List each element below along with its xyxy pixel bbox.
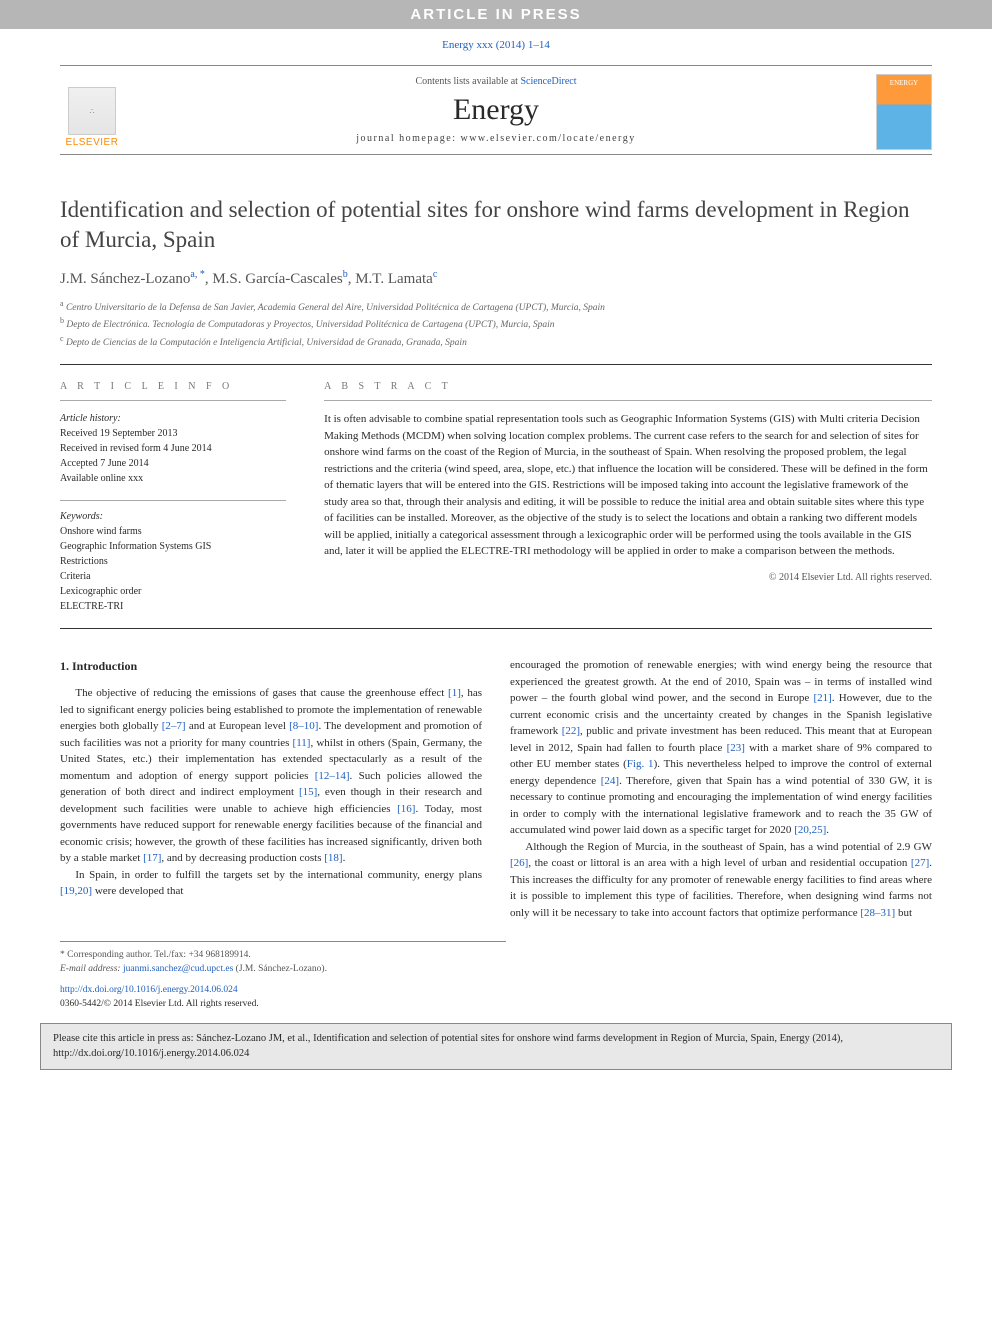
ref-16[interactable]: [16] [397, 803, 415, 815]
txt: , and by decreasing production costs [161, 852, 324, 864]
txt: , the coast or littoral is an area with … [528, 857, 911, 869]
elsevier-tree-icon: ∴ [68, 87, 116, 135]
journal-header: ∴ ELSEVIER ENERGY Contents lists availab… [60, 65, 932, 155]
ref-26[interactable]: [26] [510, 857, 528, 869]
right-para-1: encouraged the promotion of renewable en… [510, 657, 932, 839]
ref-20-25[interactable]: [20,25] [794, 824, 826, 836]
email-link[interactable]: juanmi.sanchez@cud.upct.es [123, 964, 233, 974]
doi-link[interactable]: http://dx.doi.org/10.1016/j.energy.2014.… [60, 985, 238, 995]
left-para-1: The objective of reducing the emissions … [60, 685, 482, 867]
paper-title: Identification and selection of potentia… [60, 195, 932, 255]
elsevier-text: ELSEVIER [66, 137, 119, 148]
ref-11[interactable]: [11] [293, 737, 311, 749]
accepted-date: Accepted 7 June 2014 [60, 456, 286, 471]
author-1: J.M. Sánchez-Lozano [60, 271, 190, 287]
affiliation-a: Centro Universitario de la Defensa de Sa… [66, 303, 605, 313]
ref-22[interactable]: [22] [562, 725, 580, 737]
fig-1-ref[interactable]: Fig. 1 [627, 758, 654, 770]
txt: were developed that [92, 885, 183, 897]
ref-21[interactable]: [21] [814, 692, 832, 704]
txt: . [343, 852, 346, 864]
keywords-label: Keywords: [60, 509, 286, 524]
email-tail: (J.M. Sánchez-Lozano). [233, 964, 327, 974]
ref-8-10[interactable]: [8–10] [289, 720, 318, 732]
keyword-1: Onshore wind farms [60, 524, 286, 539]
online-date: Available online xxx [60, 471, 286, 486]
ref-27[interactable]: [27] [911, 857, 929, 869]
txt: but [895, 907, 912, 919]
ref-17[interactable]: [17] [143, 852, 161, 864]
history-label: Article history: [60, 411, 286, 426]
ref-18[interactable]: [18] [324, 852, 342, 864]
affiliation-c: Depto de Ciencias de la Computación e In… [66, 338, 467, 348]
ref-12-14[interactable]: [12–14] [315, 770, 350, 782]
article-info-heading: a r t i c l e i n f o [60, 379, 286, 401]
abstract-heading: a b s t r a c t [324, 379, 932, 401]
contents-prefix: Contents lists available at [415, 76, 520, 87]
affiliations: a Centro Universitario de la Defensa de … [60, 298, 932, 350]
author-2: M.S. García-Cascales [212, 271, 342, 287]
ref-2-7[interactable]: [2–7] [162, 720, 186, 732]
keyword-6: ELECTRE-TRI [60, 599, 286, 614]
ref-23[interactable]: [23] [727, 742, 745, 754]
author-3: M.T. Lamata [355, 271, 433, 287]
txt: Although the Region of Murcia, in the so… [525, 841, 932, 853]
journal-cover-thumbnail: ENERGY [876, 74, 932, 150]
txt: . [826, 824, 829, 836]
keyword-4: Criteria [60, 569, 286, 584]
author-list: J.M. Sánchez-Lozanoa, *, M.S. García-Cas… [60, 269, 932, 288]
keyword-2: Geographic Information Systems GIS [60, 539, 286, 554]
article-info: a r t i c l e i n f o Article history: R… [60, 365, 304, 628]
revised-date: Received in revised form 4 June 2014 [60, 441, 286, 456]
left-para-2: In Spain, in order to fulfill the target… [60, 867, 482, 900]
corresponding-author: * Corresponding author. Tel./fax: +34 96… [60, 948, 506, 962]
footnote-block: * Corresponding author. Tel./fax: +34 96… [60, 941, 506, 977]
sciencedirect-link[interactable]: ScienceDirect [520, 76, 576, 87]
keyword-5: Lexicographic order [60, 584, 286, 599]
journal-name: Energy [60, 93, 932, 127]
left-column: 1. Introduction The objective of reducin… [60, 657, 482, 921]
txt: and at European level [186, 720, 290, 732]
keyword-3: Restrictions [60, 554, 286, 569]
doi-block: http://dx.doi.org/10.1016/j.energy.2014.… [60, 983, 932, 1012]
body-columns: 1. Introduction The objective of reducin… [60, 657, 932, 921]
txt: The objective of reducing the emissions … [75, 687, 448, 699]
author-2-sup[interactable]: b [343, 269, 348, 280]
author-1-sup[interactable]: a, * [190, 269, 204, 280]
contents-line: Contents lists available at ScienceDirec… [60, 76, 932, 87]
email-label: E-mail address: [60, 964, 123, 974]
affiliation-b: Depto de Electrónica. Tecnología de Comp… [66, 320, 554, 330]
article-in-press-banner: ARTICLE IN PRESS [0, 0, 992, 29]
right-column: encouraged the promotion of renewable en… [510, 657, 932, 921]
elsevier-logo: ∴ ELSEVIER [60, 78, 124, 148]
cite-box: Please cite this article in press as: Sá… [40, 1023, 952, 1070]
abstract-copyright: © 2014 Elsevier Ltd. All rights reserved… [324, 570, 932, 585]
top-citation: Energy xxx (2014) 1–14 [0, 29, 992, 55]
right-para-2: Although the Region of Murcia, in the so… [510, 839, 932, 922]
received-date: Received 19 September 2013 [60, 426, 286, 441]
ref-19-20[interactable]: [19,20] [60, 885, 92, 897]
abstract-text: It is often advisable to combine spatial… [324, 411, 932, 560]
txt: In Spain, in order to fulfill the target… [75, 869, 482, 881]
ref-24[interactable]: [24] [601, 775, 619, 787]
ref-1[interactable]: [1] [448, 687, 461, 699]
ref-28-31[interactable]: [28–31] [860, 907, 895, 919]
journal-homepage: journal homepage: www.elsevier.com/locat… [60, 133, 932, 144]
ref-15[interactable]: [15] [299, 786, 317, 798]
section-1-heading: 1. Introduction [60, 657, 482, 675]
issn-copyright: 0360-5442/© 2014 Elsevier Ltd. All right… [60, 997, 932, 1011]
author-3-sup[interactable]: c [433, 269, 437, 280]
abstract: a b s t r a c t It is often advisable to… [304, 365, 932, 628]
